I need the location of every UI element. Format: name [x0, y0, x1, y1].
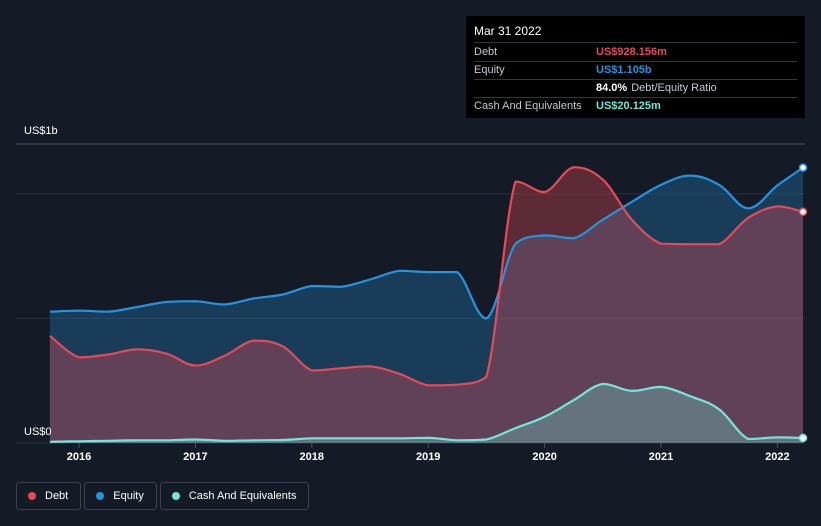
cash-and-equivalents-end-point	[798, 433, 808, 443]
tooltip-row-ratio: 84.0% Debt/Equity Ratio	[474, 80, 797, 98]
cash-and-equivalents-area	[49, 383, 803, 443]
legend-item-cash[interactable]: Cash And Equivalents	[159, 482, 310, 510]
x-tick-label-2022: 2022	[765, 451, 789, 463]
debt-end-point	[798, 207, 808, 217]
series-areas	[49, 167, 803, 443]
tooltip-cash-label: Cash And Equivalents	[474, 100, 582, 112]
tooltip-equity-value: US$1.105b	[596, 64, 652, 76]
legend-label-debt: Debt	[45, 490, 69, 502]
tooltip-row-cash: Cash And Equivalents US$20.125m	[474, 98, 797, 115]
x-axis-ticks: 2016 2017 2018 2019 2020 2021 2022	[67, 443, 790, 463]
x-tick-label-2021: 2021	[649, 451, 673, 463]
equity-line	[49, 166, 804, 320]
tooltip-debt-label: Debt	[474, 46, 498, 58]
legend-label-cash: Cash And Equivalents	[188, 490, 297, 502]
x-tick-label-2019: 2019	[416, 451, 440, 463]
x-tick-label-2017: 2017	[183, 451, 207, 463]
legend-dot-equity	[96, 492, 105, 500]
tooltip-ratio-suffix: Debt/Equity Ratio	[631, 82, 717, 94]
legend-dot-cash	[171, 492, 180, 500]
tooltip-row-equity: Equity US$1.105b	[474, 62, 797, 80]
debt-area	[49, 167, 803, 443]
y-axis-zero-label: US$0	[24, 426, 52, 438]
legend-dot-debt	[28, 492, 36, 500]
legend-label-equity: Equity	[113, 490, 144, 502]
y-axis-max-label: US$1b	[24, 125, 58, 137]
tooltip-cash-value: US$20.125m	[596, 100, 661, 112]
x-tick-label-2016: 2016	[67, 451, 91, 463]
x-tick-label-2018: 2018	[300, 451, 324, 463]
tooltip-equity-label: Equity	[474, 64, 505, 76]
cash-and-equivalents-line	[49, 382, 804, 443]
equity-end-point	[798, 163, 808, 172]
grid-lines	[16, 143, 805, 444]
tooltip-date: Mar 31 2022	[474, 24, 797, 43]
series-end-points	[798, 163, 808, 443]
series-lines	[49, 166, 804, 443]
tooltip-debt-value: US$928.156m	[596, 46, 667, 58]
data-tooltip: Mar 31 2022 Debt US$928.156m Equity US$1…	[466, 16, 805, 118]
equity-area	[49, 167, 803, 443]
chart-legend: Debt Equity Cash And Equivalents	[16, 482, 312, 510]
tooltip-row-debt: Debt US$928.156m	[474, 44, 797, 62]
legend-item-debt[interactable]: Debt	[16, 482, 82, 510]
x-tick-label-2020: 2020	[532, 451, 556, 463]
debt-line	[49, 166, 804, 387]
tooltip-ratio-label	[474, 80, 596, 97]
legend-item-equity[interactable]: Equity	[84, 482, 157, 510]
tooltip-ratio-value: 84.0%	[596, 82, 628, 94]
